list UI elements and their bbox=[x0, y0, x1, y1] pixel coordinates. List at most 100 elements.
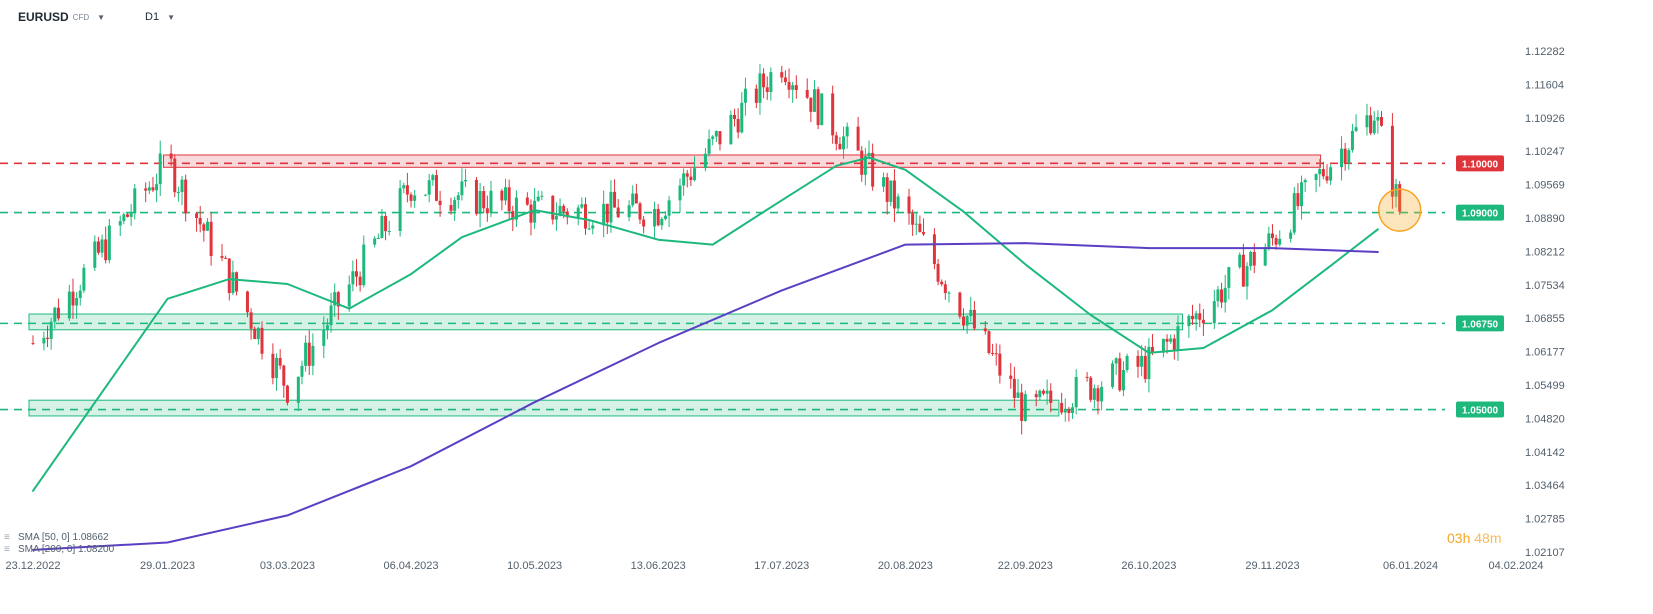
levels-layer bbox=[0, 162, 1445, 411]
indicator-sma200[interactable]: ≡ SMA [200, 0] 1.08200 bbox=[4, 544, 114, 556]
candle-body bbox=[812, 89, 816, 112]
chart-toolbar: EURUSD CFD ▼ D1 ▼ bbox=[18, 8, 175, 26]
candle-body bbox=[122, 214, 126, 222]
candle-body bbox=[1390, 125, 1394, 197]
candle-body bbox=[1140, 355, 1144, 367]
candle-body bbox=[1067, 409, 1071, 413]
candle-body bbox=[642, 219, 646, 227]
candle-body bbox=[235, 272, 239, 292]
candle-body bbox=[129, 213, 133, 217]
candle-body bbox=[1049, 390, 1053, 403]
candle-body bbox=[1151, 346, 1155, 353]
candle-body bbox=[1187, 315, 1191, 327]
candle-body bbox=[882, 177, 886, 187]
candle-body bbox=[911, 213, 915, 225]
y-tick-label: 1.04142 bbox=[1525, 447, 1565, 459]
x-tick-label: 20.08.2023 bbox=[878, 560, 933, 572]
candle-body bbox=[1045, 390, 1049, 394]
indicator-menu-icon[interactable]: ≡ bbox=[4, 532, 10, 543]
candle-body bbox=[373, 238, 377, 245]
candle-body bbox=[118, 221, 122, 226]
candle-body bbox=[860, 150, 864, 175]
candle-body bbox=[922, 232, 926, 235]
candle-body bbox=[1292, 193, 1296, 233]
indicator-legend: ≡ SMA [50, 0] 1.08662 ≡ SMA [200, 0] 1.0… bbox=[4, 532, 114, 556]
candle-body bbox=[478, 191, 482, 214]
candle-body bbox=[740, 102, 744, 133]
candle-body bbox=[536, 196, 540, 201]
candle-body bbox=[1329, 167, 1333, 181]
y-tick-label: 1.10247 bbox=[1525, 146, 1565, 158]
candle-body bbox=[1121, 369, 1125, 391]
candle-body bbox=[354, 271, 358, 277]
candle-body bbox=[507, 187, 511, 212]
candle-body bbox=[1176, 326, 1180, 351]
candle-body bbox=[253, 328, 257, 340]
candle-body bbox=[31, 343, 35, 345]
candle-body bbox=[631, 193, 635, 206]
candle-body bbox=[1372, 120, 1376, 134]
indicator-menu-icon[interactable]: ≡ bbox=[4, 544, 10, 555]
y-tick-label: 1.12282 bbox=[1525, 46, 1565, 58]
y-tick-label: 1.09569 bbox=[1525, 180, 1565, 192]
candle-body bbox=[1241, 254, 1245, 287]
candle-body bbox=[1143, 355, 1147, 380]
candle-body bbox=[1289, 232, 1293, 239]
candle-body bbox=[1300, 182, 1304, 207]
candle-body bbox=[729, 114, 733, 145]
candle-body bbox=[914, 223, 918, 225]
candle-body bbox=[245, 291, 249, 313]
candle-body bbox=[107, 225, 111, 261]
candle-body bbox=[838, 143, 842, 150]
chevron-down-icon[interactable]: ▼ bbox=[97, 12, 106, 22]
candle-body bbox=[613, 191, 617, 208]
level-price-label: 1.09000 bbox=[1462, 209, 1499, 220]
chevron-down-icon[interactable]: ▼ bbox=[167, 12, 176, 22]
indicator-sma50[interactable]: ≡ SMA [50, 0] 1.08662 bbox=[4, 532, 114, 544]
candle-body bbox=[638, 203, 642, 220]
candle-body bbox=[529, 204, 533, 223]
candle-body bbox=[449, 205, 453, 211]
candle-body bbox=[525, 197, 529, 205]
candle-body bbox=[1060, 402, 1064, 413]
candle-body bbox=[275, 357, 279, 379]
countdown-hours: 03 bbox=[1447, 530, 1463, 546]
candle-body bbox=[249, 312, 253, 329]
candle-body bbox=[1038, 390, 1042, 398]
x-tick-label: 29.11.2023 bbox=[1245, 560, 1299, 572]
candle-body bbox=[743, 88, 747, 103]
candle-body bbox=[1376, 116, 1380, 121]
candle-body bbox=[285, 385, 289, 403]
resistance-zone bbox=[162, 154, 1322, 168]
candle-body bbox=[474, 179, 478, 214]
candle-body bbox=[994, 353, 998, 355]
y-tick-label: 1.06855 bbox=[1525, 313, 1565, 325]
candle-body bbox=[558, 205, 562, 216]
symbol-name[interactable]: EURUSD bbox=[18, 10, 69, 24]
candle-body bbox=[336, 292, 340, 307]
candle-body bbox=[1238, 254, 1242, 268]
y-tick-label: 1.07534 bbox=[1525, 280, 1565, 292]
candle-body bbox=[769, 72, 773, 92]
candle-body bbox=[965, 316, 969, 326]
candle-body bbox=[602, 203, 606, 226]
candle-body bbox=[1041, 390, 1045, 394]
candle-body bbox=[300, 365, 304, 377]
candle-body bbox=[707, 138, 711, 154]
indicator-label: SMA [50, 0] 1.08662 bbox=[18, 532, 109, 543]
candle-body bbox=[634, 193, 638, 204]
candle-body bbox=[104, 239, 108, 261]
y-tick-label: 1.02785 bbox=[1525, 514, 1565, 526]
candle-body bbox=[1147, 346, 1151, 380]
candle-body bbox=[307, 342, 311, 366]
timeframe-selector[interactable]: D1 bbox=[145, 11, 160, 23]
level-price-tag bbox=[1456, 401, 1504, 418]
x-tick-label: 13.06.2023 bbox=[631, 560, 686, 572]
candle-countdown: 03h 48m bbox=[1447, 530, 1502, 546]
y-tick-label: 1.10926 bbox=[1525, 113, 1565, 125]
candle-body bbox=[71, 291, 75, 306]
candle-body bbox=[402, 185, 406, 189]
candle-body bbox=[1270, 233, 1274, 239]
candle-body bbox=[936, 263, 940, 282]
